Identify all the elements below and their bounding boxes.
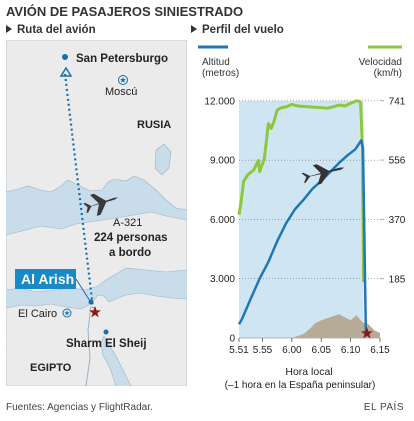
source-note: Fuentes: Agencias y FlightRadar. (6, 402, 153, 413)
y-left-tick-label: 6.000 (210, 215, 235, 226)
x-axis-label-2: (–1 hora en la España peninsular) (225, 380, 376, 391)
sharm-label: Sharm El Sheij (66, 338, 147, 350)
y-left-tick-label: 9.000 (210, 156, 235, 167)
chart-title: AVIÓN DE PASAJEROS SINIESTRADO (6, 4, 244, 19)
al-arish-box (15, 269, 76, 289)
speed-legend-label-1: Velocidad (359, 57, 402, 68)
bullet-triangle-icon (6, 25, 12, 33)
flight-route-line (63, 73, 95, 309)
altitude-legend-label-1: Altitud (202, 57, 230, 68)
speed-series-line (237, 99, 366, 283)
airplane-icon (83, 193, 119, 216)
altitude-legend-label-2: (metros) (202, 68, 239, 79)
egypt-label: EGIPTO (30, 362, 72, 374)
al-arish-label: Al Arish (21, 271, 74, 287)
x-axis-label-1: Hora local (285, 366, 332, 378)
al-arish-leader (75, 278, 91, 302)
passengers-label-1: 224 personas (94, 232, 168, 244)
x-tick-label: 6.15 (370, 345, 390, 356)
profile-heading: Perfil del vuelo (191, 24, 284, 36)
route-heading: Ruta del avión (6, 24, 96, 36)
x-tick-label: 6.10 (341, 345, 361, 356)
y-right-tick-label: 556 (389, 156, 406, 167)
profile-heading-label: Perfil del vuelo (202, 24, 284, 36)
y-left-tick-label: 0 (229, 334, 235, 345)
cairo-label: El Cairo (18, 308, 57, 320)
altitude-series-line (237, 139, 368, 336)
x-tick-label: 5.51 (229, 345, 249, 356)
russia-label: RUSIA (137, 119, 171, 131)
flight-profile-chart: Altitud (metros) Velocidad (km/h) 0 3.000… (198, 45, 406, 391)
chart-airplane-icon (301, 164, 345, 185)
terrain-area (239, 314, 380, 338)
y-left-tick-label: 12.000 (204, 96, 235, 107)
x-tick-label: 5.55 (253, 345, 273, 356)
cairo-star-icon (62, 308, 72, 318)
aircraft-model-label: A-321 (113, 217, 142, 229)
brand-logo: EL PAÍS (363, 402, 404, 413)
chart-crash-star-icon (360, 327, 373, 339)
moscow-label: Moscú (105, 86, 137, 98)
y-right-tick-label: 370 (389, 215, 406, 226)
crash-star-icon (89, 306, 101, 318)
bullet-triangle-icon (191, 25, 197, 33)
takeoff-arrow-icon (59, 66, 73, 77)
sharm-dot (103, 329, 109, 335)
capital-star-icon (118, 75, 128, 85)
map-caspian (154, 143, 172, 176)
origin-label: San Petersburgo (76, 53, 168, 65)
y-right-tick-label: 185 (389, 274, 406, 285)
route-heading-label: Ruta del avión (17, 24, 96, 36)
map-land-north (6, 40, 187, 211)
x-tick-label: 6.00 (282, 345, 302, 356)
route-map: Al Arish San Petersburgo Moscú RUSIA A-3… (6, 40, 187, 386)
origin-dot (62, 54, 68, 60)
map-land-south (6, 292, 187, 386)
y-right-tick-label: 741 (389, 96, 406, 107)
x-tick-label: 6.05 (312, 345, 332, 356)
chart-sky-area (239, 100, 364, 338)
speed-legend-label-2: (km/h) (374, 68, 402, 79)
map-nile (85, 305, 92, 386)
passengers-label-2: a bordo (109, 247, 151, 259)
y-left-tick-label: 3.000 (210, 274, 235, 285)
